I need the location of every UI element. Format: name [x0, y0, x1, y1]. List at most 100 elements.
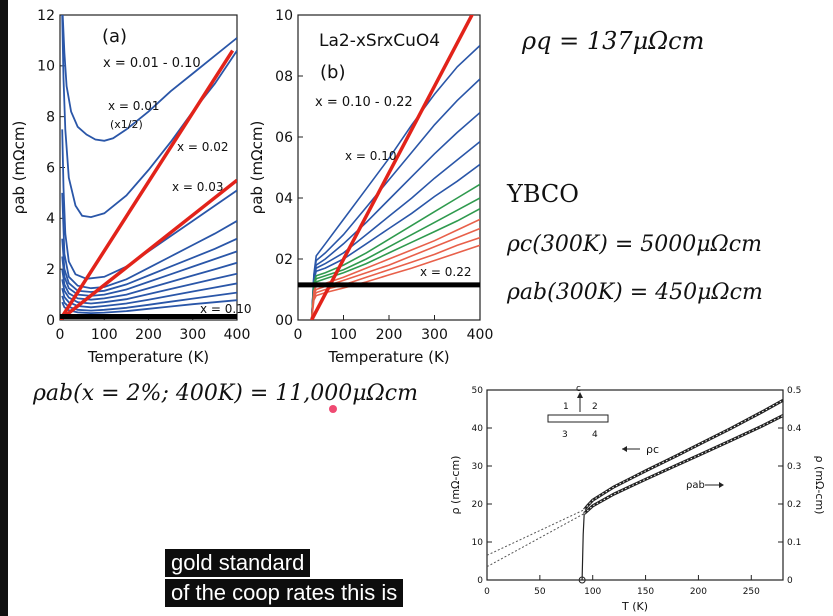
inset-label: 4	[592, 430, 598, 440]
pointer-dot	[329, 405, 337, 413]
legend-label: ρc	[646, 443, 659, 456]
legend-arrowhead	[622, 446, 627, 452]
y-tick-label: 6	[46, 160, 55, 176]
y-axis-label: ρab (mΩcm)	[248, 121, 266, 215]
y-tick-label: 02	[275, 252, 293, 268]
resistivity-curve	[310, 197, 480, 320]
resistivity-curve	[61, 129, 237, 280]
transition-line	[581, 511, 585, 581]
bottom-equation-text: ρab(x = 2%; 400K) = 11,000μΩcm	[33, 381, 418, 406]
x-tick-label: 0	[56, 327, 65, 343]
resistivity-curve	[310, 183, 480, 320]
caption-box: gold standard of the coop rates this is	[165, 549, 404, 609]
y-tick-label: 10	[37, 59, 55, 75]
sample-bar	[547, 414, 609, 423]
y-tick-label: 4	[46, 211, 55, 227]
y-tick-label: 8	[46, 110, 55, 126]
x-tick-label: 250	[743, 587, 760, 597]
y-right-tick-label: 0.1	[787, 538, 801, 548]
x-axis-label: Temperature (K)	[87, 348, 209, 366]
inset-label: 1	[563, 402, 569, 412]
inset-label: c	[576, 384, 581, 394]
y-tick-label: 50	[472, 386, 484, 396]
y-tick-label: 00	[275, 313, 293, 329]
resistivity-curve	[61, 261, 237, 301]
resistivity-curve	[61, 15, 237, 142]
legend-label: ρab	[686, 480, 705, 491]
x-axis-label: T (K)	[621, 600, 648, 613]
inset-label: 3	[562, 430, 568, 440]
x-tick-label: 0	[484, 587, 490, 597]
x-tick-label: 200	[135, 327, 162, 343]
y-tick-label: 30	[472, 462, 484, 472]
annotation: x = 0.01 - 0.10	[103, 56, 201, 71]
annotation: x = 0.10 - 0.22	[315, 95, 413, 110]
caption-line-1: gold standard	[165, 549, 311, 577]
panel-b-curves	[298, 15, 480, 320]
annotation: (x1/2)	[110, 118, 143, 131]
ybco-title: YBCO	[507, 180, 579, 208]
legend-arrowhead	[719, 482, 724, 488]
y-right-axis-label: ρ (mΩ-cm)	[813, 456, 826, 515]
y-tick-label: 10	[472, 538, 484, 548]
y-axis-label: ρab (mΩcm)	[10, 121, 28, 215]
plot-frame	[486, 389, 784, 581]
resistivity-curve	[310, 218, 480, 320]
x-tick-label: 100	[91, 327, 118, 343]
y-tick-label: 0	[46, 313, 55, 329]
resistivity-curve	[61, 272, 237, 305]
y-right-tick-label: 0.2	[787, 500, 801, 510]
c-axis-arrowhead	[577, 392, 583, 398]
x-tick-label: 300	[421, 327, 448, 343]
y-tick-label: 08	[275, 69, 293, 85]
y-axis-label: ρ (mΩ-cm)	[449, 456, 462, 515]
resistivity-curve-markers	[583, 399, 784, 511]
x-tick-label: 400	[224, 327, 251, 343]
red-linear-line	[310, 15, 474, 320]
panel-a-curves	[60, 15, 237, 320]
y-tick-label: 10	[275, 8, 293, 24]
x-tick-label: 100	[330, 327, 357, 343]
y-tick-label: 20	[472, 500, 484, 510]
x-tick-label: 50	[534, 587, 546, 597]
resistivity-curve	[310, 163, 480, 320]
panel-label: (b)	[320, 62, 345, 83]
rho-c-text: ρc(300K) = 5000μΩcm	[507, 232, 762, 257]
x-tick-label: 150	[637, 587, 654, 597]
rho-c-equation: ρc(300K) = 5000μΩcm	[507, 232, 762, 257]
rho-q-text: ρq = 137μΩcm	[522, 27, 705, 55]
annotation: x = 0.02	[177, 140, 229, 154]
y-right-tick-label: 0.3	[787, 462, 801, 472]
resistivity-curve-markers	[583, 415, 784, 514]
y-tick-label: 12	[37, 8, 55, 24]
y-tick-label: 40	[472, 424, 484, 434]
transition-point	[578, 576, 586, 584]
resistivity-curve	[61, 237, 237, 293]
y-tick-label: 2	[46, 262, 55, 278]
chart-panel-ybco: 0 50 100 150 200 250 0 10 20 30 40 50 T (K) ρ (mΩ-cm)…	[449, 384, 826, 613]
resistivity-curve	[310, 227, 480, 320]
x-tick-label: 200	[376, 327, 403, 343]
x-tick-label: 200	[690, 587, 707, 597]
y-right-tick-label: 0.4	[787, 424, 802, 434]
compound-formula: La2-xSrxCuO4	[319, 31, 440, 51]
caption-line-2: of the coop rates this is	[165, 579, 404, 607]
annotation: x = 0.10	[345, 149, 397, 163]
inset-label: 2	[592, 402, 598, 412]
resistivity-curve	[310, 244, 480, 320]
annotation: x = 0.03	[172, 180, 224, 194]
annotation: x = 0.22	[420, 265, 472, 279]
y-tick-label: 0	[477, 576, 483, 586]
x-tick-label: 0	[294, 327, 303, 343]
x-tick-label: 100	[584, 587, 601, 597]
y-tick-label: 06	[275, 130, 293, 146]
chart-panel-b: 0 100 200 300 400 00 02 04 06 08 10 Temperature (K)…	[248, 8, 493, 366]
bottom-equation: ρab(x = 2%; 400K) = 11,000μΩcm	[33, 381, 418, 406]
resistivity-curve	[61, 250, 237, 297]
resistivity-curve	[61, 192, 237, 290]
red-linear-line	[60, 49, 235, 320]
panel-label: (a)	[102, 26, 127, 47]
annotation: x = 0.01	[108, 99, 160, 113]
resistivity-curve	[310, 236, 480, 320]
